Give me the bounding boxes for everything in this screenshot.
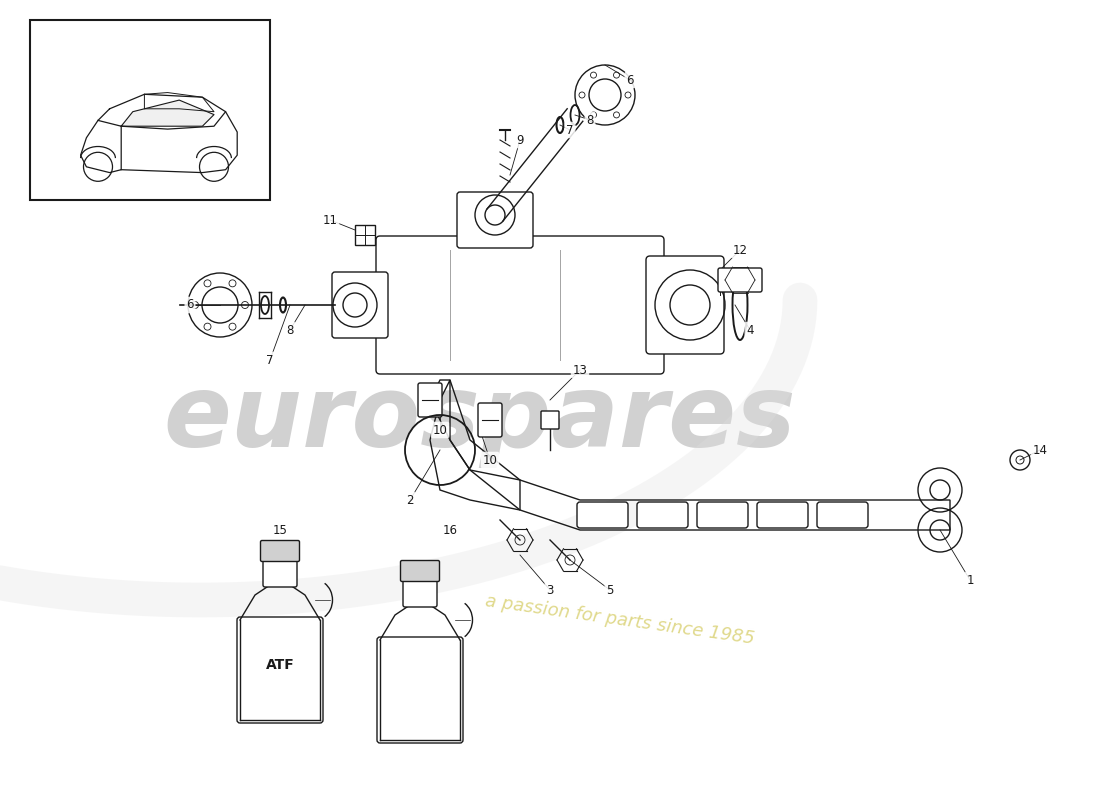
Text: 7: 7 — [266, 354, 274, 366]
Text: 8: 8 — [286, 323, 294, 337]
Text: 6: 6 — [626, 74, 634, 86]
FancyBboxPatch shape — [377, 637, 463, 743]
FancyBboxPatch shape — [757, 502, 808, 528]
Text: 10: 10 — [483, 454, 497, 466]
FancyBboxPatch shape — [646, 256, 724, 354]
Polygon shape — [98, 94, 226, 129]
Text: 7: 7 — [566, 123, 574, 137]
Text: 3: 3 — [547, 583, 553, 597]
FancyBboxPatch shape — [418, 383, 442, 417]
Text: eurospares: eurospares — [164, 371, 796, 469]
Text: 16: 16 — [442, 523, 458, 537]
Text: 15: 15 — [273, 523, 287, 537]
FancyBboxPatch shape — [637, 502, 688, 528]
Text: 1: 1 — [966, 574, 974, 586]
Text: 11: 11 — [322, 214, 338, 226]
FancyBboxPatch shape — [376, 236, 664, 374]
FancyBboxPatch shape — [697, 502, 748, 528]
FancyBboxPatch shape — [718, 268, 762, 292]
FancyBboxPatch shape — [236, 617, 323, 723]
Text: ATF: ATF — [265, 658, 295, 672]
FancyBboxPatch shape — [332, 272, 388, 338]
Text: 6: 6 — [186, 298, 194, 311]
Bar — [355, 225, 375, 245]
Text: 9: 9 — [516, 134, 524, 146]
FancyBboxPatch shape — [400, 561, 440, 582]
FancyBboxPatch shape — [541, 411, 559, 429]
Text: 14: 14 — [1033, 443, 1047, 457]
Text: 12: 12 — [733, 243, 748, 257]
Text: 10: 10 — [432, 423, 448, 437]
Text: a passion for parts since 1985: a passion for parts since 1985 — [484, 592, 756, 648]
Text: 5: 5 — [606, 583, 614, 597]
Bar — [30, 20, 270, 200]
FancyBboxPatch shape — [817, 502, 868, 528]
FancyBboxPatch shape — [263, 558, 297, 587]
FancyBboxPatch shape — [261, 541, 299, 562]
Polygon shape — [121, 100, 214, 126]
FancyBboxPatch shape — [403, 578, 437, 607]
Text: 13: 13 — [573, 363, 587, 377]
Text: 4: 4 — [746, 323, 754, 337]
FancyBboxPatch shape — [456, 192, 534, 248]
Text: 8: 8 — [586, 114, 594, 126]
FancyBboxPatch shape — [478, 403, 502, 437]
FancyBboxPatch shape — [578, 502, 628, 528]
Text: 2: 2 — [406, 494, 414, 506]
